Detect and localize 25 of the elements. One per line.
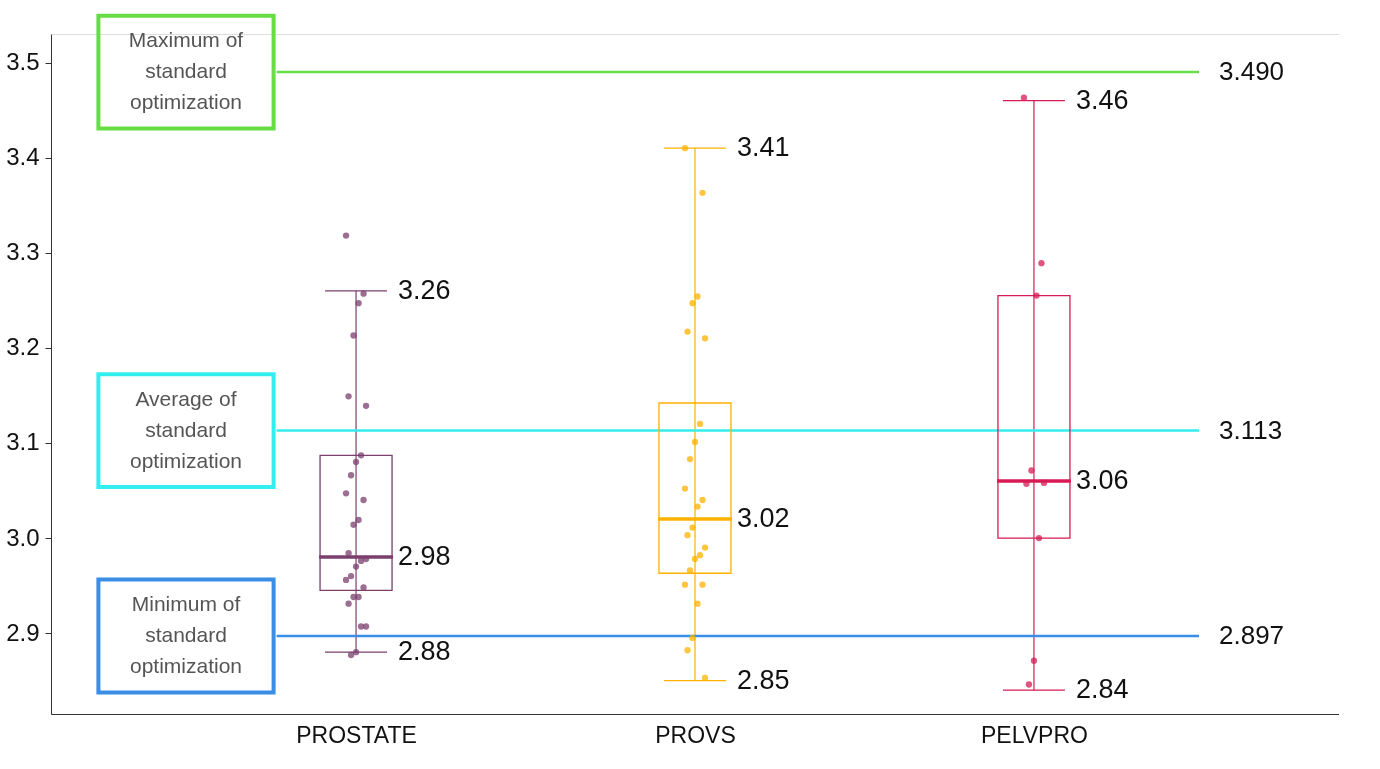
ref-line-label: 3.490 — [1219, 56, 1285, 87]
annotation: Minimum of standard optimization — [129, 592, 243, 678]
x-tick-label: PROSTATE — [296, 721, 417, 748]
annotation: 2.84 — [1075, 674, 1129, 705]
annotation: 2.98 — [398, 541, 451, 572]
ref-line-label: 3.113 — [1219, 414, 1283, 445]
y-tick-label: 3.5 — [6, 48, 40, 76]
y-tick-label: 3.2 — [6, 333, 40, 361]
x-tick-label: PROVS — [655, 721, 736, 748]
y-tick-label: 3.4 — [6, 143, 40, 171]
annotation: Maximum of standard optimization — [128, 28, 244, 114]
y-tick-label: 3.1 — [6, 428, 40, 456]
y-tick-label: 3.3 — [6, 238, 40, 266]
y-tick-label: 2.9 — [6, 618, 40, 646]
annotation: 3.26 — [398, 274, 451, 305]
y-tick-label: 3.0 — [6, 523, 40, 551]
annotation: 3.06 — [1075, 464, 1129, 495]
annotation: 2.88 — [398, 636, 451, 667]
x-tick-label: PELVPRO — [980, 721, 1088, 748]
annotation: 3.46 — [1075, 84, 1129, 115]
ref-line-label: 2.897 — [1219, 620, 1285, 651]
annotation: 2.85 — [737, 664, 790, 695]
annotation: Average of standard optimization — [129, 386, 243, 472]
annotation: 3.41 — [737, 132, 790, 163]
annotation: 3.02 — [737, 503, 790, 534]
